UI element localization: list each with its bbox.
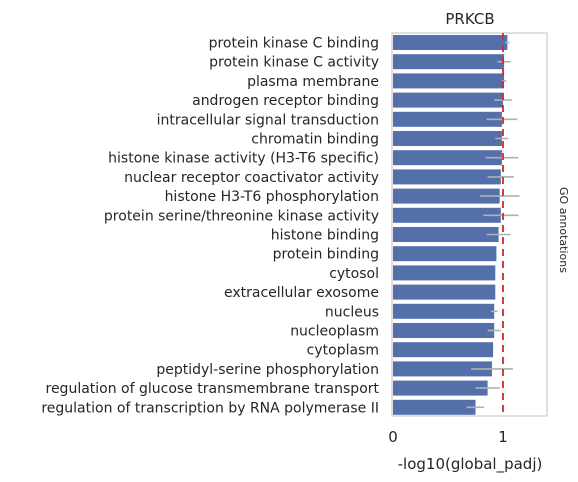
error-bars-layer — [466, 41, 520, 409]
chart-title: PRKCB — [445, 10, 494, 28]
x-tick-label: 0 — [388, 428, 398, 446]
category-label: protein serine/threonine kinase activity — [104, 208, 379, 224]
bar — [393, 323, 495, 338]
bar — [393, 380, 488, 396]
bar — [393, 54, 505, 70]
category-label: chromatin binding — [251, 132, 379, 148]
bar — [393, 207, 501, 223]
bars-layer — [393, 35, 508, 415]
category-label: nucleus — [325, 304, 379, 320]
bar — [393, 284, 496, 300]
category-label: cytoplasm — [307, 343, 379, 359]
bar — [393, 188, 500, 204]
category-label: histone binding — [271, 228, 379, 244]
category-label: regulation of transcription by RNA polym… — [41, 400, 379, 416]
bar — [393, 342, 494, 358]
bar — [393, 169, 501, 185]
bar — [393, 150, 502, 166]
x-tick-label: 1 — [498, 428, 508, 446]
category-label: histone kinase activity (H3-T6 specific) — [108, 151, 379, 167]
x-axis-title: -log10(global_padj) — [398, 455, 543, 474]
category-label: cytosol — [329, 266, 379, 282]
side-axis-label: GO annotations — [557, 187, 570, 273]
category-label: androgen receptor binding — [192, 93, 379, 109]
bar — [393, 265, 496, 281]
bar — [393, 246, 497, 262]
bar — [393, 73, 505, 89]
bar — [393, 361, 492, 377]
category-label: nuclear receptor coactivator activity — [124, 170, 379, 186]
bar — [393, 35, 508, 50]
category-label: histone H3-T6 phosphorylation — [165, 189, 379, 205]
category-label: protein kinase C binding — [209, 36, 379, 52]
category-label: extracellular exosome — [224, 285, 379, 301]
category-label: protein kinase C activity — [209, 55, 379, 71]
category-label: intracellular signal transduction — [157, 112, 379, 128]
bar — [393, 131, 502, 146]
category-label: peptidyl-serine phosphorylation — [156, 362, 379, 378]
category-label: regulation of glucose transmembrane tran… — [46, 381, 380, 397]
category-label: plasma membrane — [247, 74, 379, 90]
category-labels: protein kinase C binding protein kinase C… — [41, 36, 379, 417]
bar — [393, 399, 476, 415]
bar — [393, 92, 503, 108]
bar — [393, 111, 502, 127]
plot-frame — [391, 32, 548, 417]
category-label: protein binding — [273, 247, 379, 263]
bar — [393, 227, 499, 242]
bar — [393, 303, 495, 319]
category-label: nucleoplasm — [290, 324, 379, 340]
